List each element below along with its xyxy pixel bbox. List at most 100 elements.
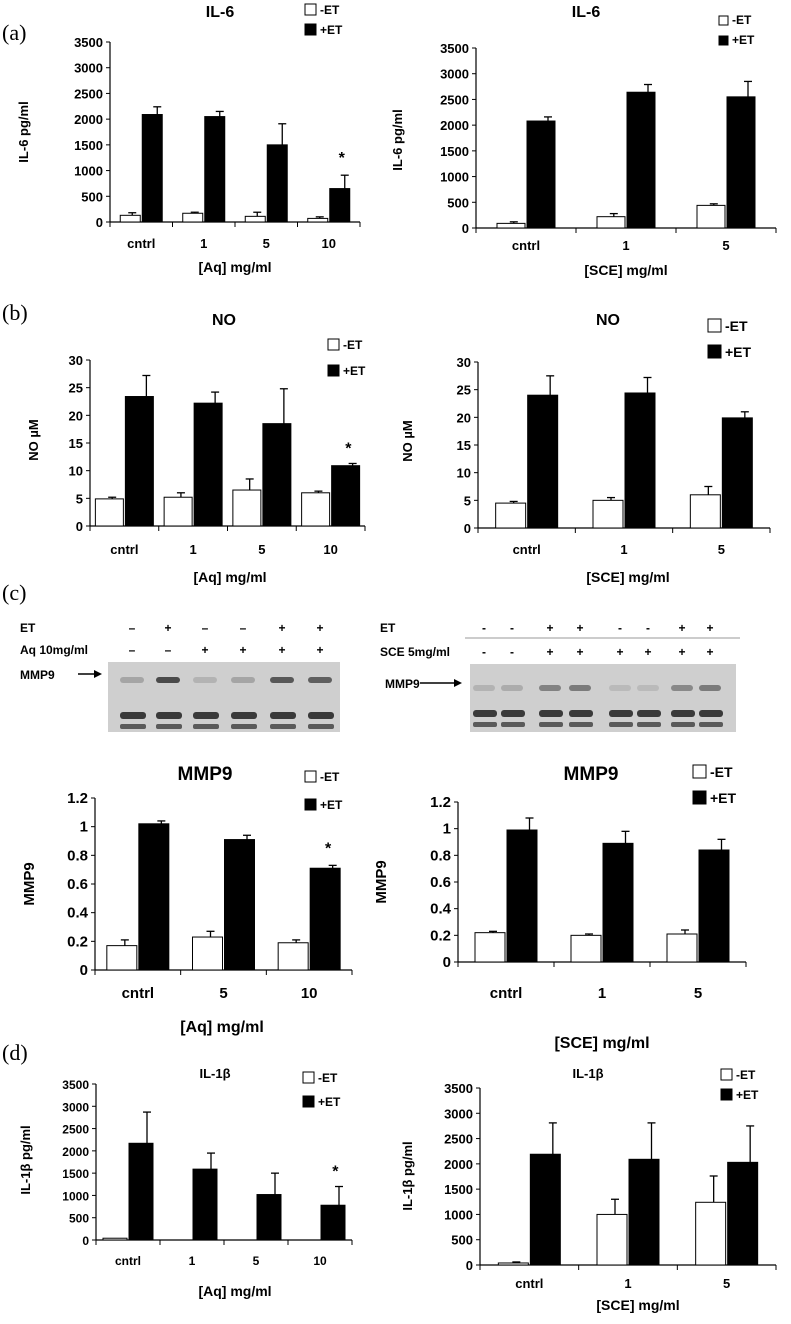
mmp9-band <box>473 685 495 691</box>
y-tick-label: 1.2 <box>67 790 88 807</box>
bar-plus-et <box>529 1153 561 1266</box>
legend-label: -ET <box>725 318 748 334</box>
blot-plus-sign: + <box>576 645 583 659</box>
y-tick-label: 0.8 <box>430 847 451 864</box>
blot-minus-sign: - <box>482 645 486 659</box>
loading-band-lower <box>473 722 497 727</box>
blot-minus-sign: – <box>129 621 136 635</box>
loading-band <box>699 710 723 717</box>
y-tick-label: 25 <box>69 381 83 396</box>
x-tick-label: 5 <box>718 542 725 557</box>
bar-plus-et <box>192 1168 218 1241</box>
bar-minus-et <box>570 934 602 963</box>
x-tick-label: 10 <box>322 236 336 251</box>
bar-minus-et <box>696 204 726 229</box>
significance-star: * <box>325 840 332 857</box>
mmp9-band <box>539 685 561 691</box>
legend-swatch-minus-et <box>304 770 317 783</box>
y-axis-label: MMP9 <box>373 860 390 903</box>
bar-plus-et <box>624 392 656 529</box>
loading-band <box>156 712 182 719</box>
y-tick-label: 2000 <box>444 1157 473 1172</box>
y-tick-label: 3000 <box>62 1100 89 1114</box>
mmp9-band <box>270 677 294 683</box>
x-tick-label: 1 <box>624 1276 631 1291</box>
blot-minus-sign: - <box>618 621 622 635</box>
blot-membrane <box>108 662 340 732</box>
bar-plus-et <box>628 1158 660 1266</box>
bar-minus-et <box>689 494 721 529</box>
panel-letter-b: (b) <box>2 300 28 325</box>
y-tick-label: 0 <box>96 215 103 230</box>
loading-band-lower <box>699 722 723 727</box>
legend-swatch-minus-et <box>718 15 729 26</box>
blot-membrane <box>470 664 736 732</box>
bar-minus-et <box>496 222 526 229</box>
y-tick-label: 0 <box>443 954 451 971</box>
y-tick-label: 3000 <box>440 67 469 82</box>
mmp9-band-label: MMP9 <box>385 677 420 691</box>
x-axis-label: [Aq] mg/ml <box>198 1283 271 1299</box>
bar-plus-et <box>527 394 559 529</box>
x-tick-label: cntrl <box>490 985 523 1002</box>
chart-title: IL-1β <box>572 1066 603 1081</box>
loading-band <box>671 710 695 717</box>
bar-minus-et <box>474 932 506 963</box>
bar-plus-et <box>626 91 656 229</box>
bar-plus-et <box>329 188 351 223</box>
legend-swatch-minus-et <box>302 1071 315 1084</box>
mmp9-band <box>609 685 631 691</box>
y-tick-label: 10 <box>69 464 83 479</box>
mmp9-band <box>120 677 144 683</box>
mmp9-band <box>231 677 255 683</box>
legend-swatch-plus-et <box>302 1095 315 1108</box>
chart-title: IL-6 <box>206 4 235 21</box>
legend-label: +ET <box>736 1088 759 1102</box>
loading-band <box>569 710 593 717</box>
y-tick-label: 1500 <box>74 138 103 153</box>
loading-band <box>539 710 563 717</box>
y-tick-label: 2000 <box>440 118 469 133</box>
bar-plus-et <box>331 465 361 527</box>
y-tick-label: 20 <box>69 408 83 423</box>
blot-plus-sign: + <box>678 645 685 659</box>
y-axis-label: IL-1β pg/ml <box>18 1125 33 1194</box>
bar-plus-et <box>138 823 170 971</box>
legend-swatch-plus-et <box>707 344 722 359</box>
x-tick-label: 5 <box>722 238 729 253</box>
y-tick-label: 3500 <box>62 1078 89 1092</box>
x-tick-label: 10 <box>301 985 318 1002</box>
loading-band <box>193 712 219 719</box>
x-tick-label: 5 <box>694 985 702 1002</box>
y-tick-label: 0.6 <box>430 874 451 891</box>
y-tick-label: 2000 <box>74 112 103 127</box>
blot-plus-sign: + <box>239 643 246 657</box>
blot-minus-sign: – <box>202 621 209 635</box>
bar-plus-et <box>204 116 226 223</box>
chart-il1b-sce: IL-1β 0 500 1000 1500 2000 2500 3000 3500 IL-1β p… <box>400 1066 777 1313</box>
chart-title: IL-6 <box>572 4 601 21</box>
x-axis-label: [SCE] mg/ml <box>586 569 669 585</box>
chart-il6-sce: IL-6 0 500 1000 1500 2000 2500 3000 3500 IL-6 pg/… <box>390 4 777 278</box>
loading-band <box>501 710 525 717</box>
y-tick-label: 3000 <box>74 61 103 76</box>
blot-minus-sign: – <box>129 643 136 657</box>
y-tick-label: 500 <box>447 195 469 210</box>
y-tick-label: 3000 <box>444 1106 473 1121</box>
y-tick-label: 10 <box>457 466 471 481</box>
y-tick-label: 0.4 <box>67 905 89 922</box>
y-tick-label: 1 <box>443 821 451 838</box>
blot-minus-sign: - <box>646 621 650 635</box>
y-axis-label: NO µM <box>400 420 415 461</box>
legend-label: +ET <box>343 364 366 378</box>
bar-plus-et <box>193 402 223 527</box>
arrow-head-icon <box>94 670 102 678</box>
y-tick-label: 1000 <box>440 170 469 185</box>
y-tick-label: 25 <box>457 383 471 398</box>
loading-band-lower <box>270 724 296 729</box>
blot-plus-sign: + <box>278 621 285 635</box>
x-tick-label: 5 <box>219 985 227 1002</box>
y-tick-label: 0.2 <box>430 927 451 944</box>
loading-band-lower <box>120 724 146 729</box>
